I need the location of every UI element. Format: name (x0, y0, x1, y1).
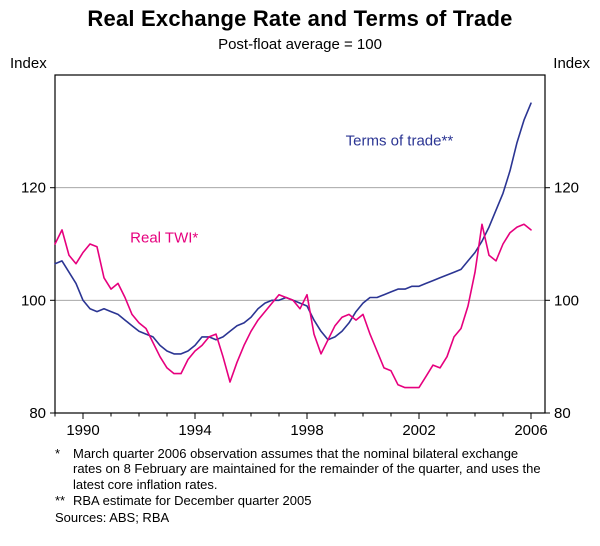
axis-unit-right: Index (553, 55, 590, 72)
axis-unit-left: Index (10, 55, 47, 72)
footnotes-block: * March quarter 2006 observation assumes… (55, 446, 547, 526)
y-tick-label-right: 120 (554, 180, 579, 197)
sources-line: Sources: ABS; RBA (55, 510, 170, 526)
footnote-1-marker: * (55, 446, 61, 461)
footnote-1-text: March quarter 2006 observation assumes t… (73, 446, 541, 492)
footnote-2-marker: ** (55, 492, 66, 508)
y-tick-label-right: 80 (554, 405, 571, 422)
footnote-1: * March quarter 2006 observation assumes… (55, 446, 547, 492)
footnote-2: ** RBA estimate for December quarter 200… (55, 493, 547, 508)
series-line-terms-of-trade (54, 102, 532, 355)
x-tick-label: 1990 (66, 422, 99, 439)
x-tick-label: 1998 (290, 422, 323, 439)
x-tick-label: 2006 (514, 422, 547, 439)
x-tick-label: 1994 (178, 422, 211, 439)
x-tick-label: 2002 (402, 422, 435, 439)
plot-frame (54, 74, 546, 414)
series-annotation: Real TWI* (130, 229, 198, 246)
y-tick-label-left: 80 (29, 405, 46, 422)
series-line-real-twi (54, 223, 532, 389)
chart-subtitle: Post-float average = 100 (218, 36, 382, 53)
series-annotation: Terms of trade** (346, 132, 454, 149)
y-tick-label-right: 100 (554, 292, 579, 309)
y-tick-label-left: 100 (21, 292, 46, 309)
y-tick-label-left: 120 (21, 180, 46, 197)
chart-title: Real Exchange Rate and Terms of Trade (87, 6, 513, 31)
footnote-2-text: RBA estimate for December quarter 2005 (73, 492, 312, 508)
